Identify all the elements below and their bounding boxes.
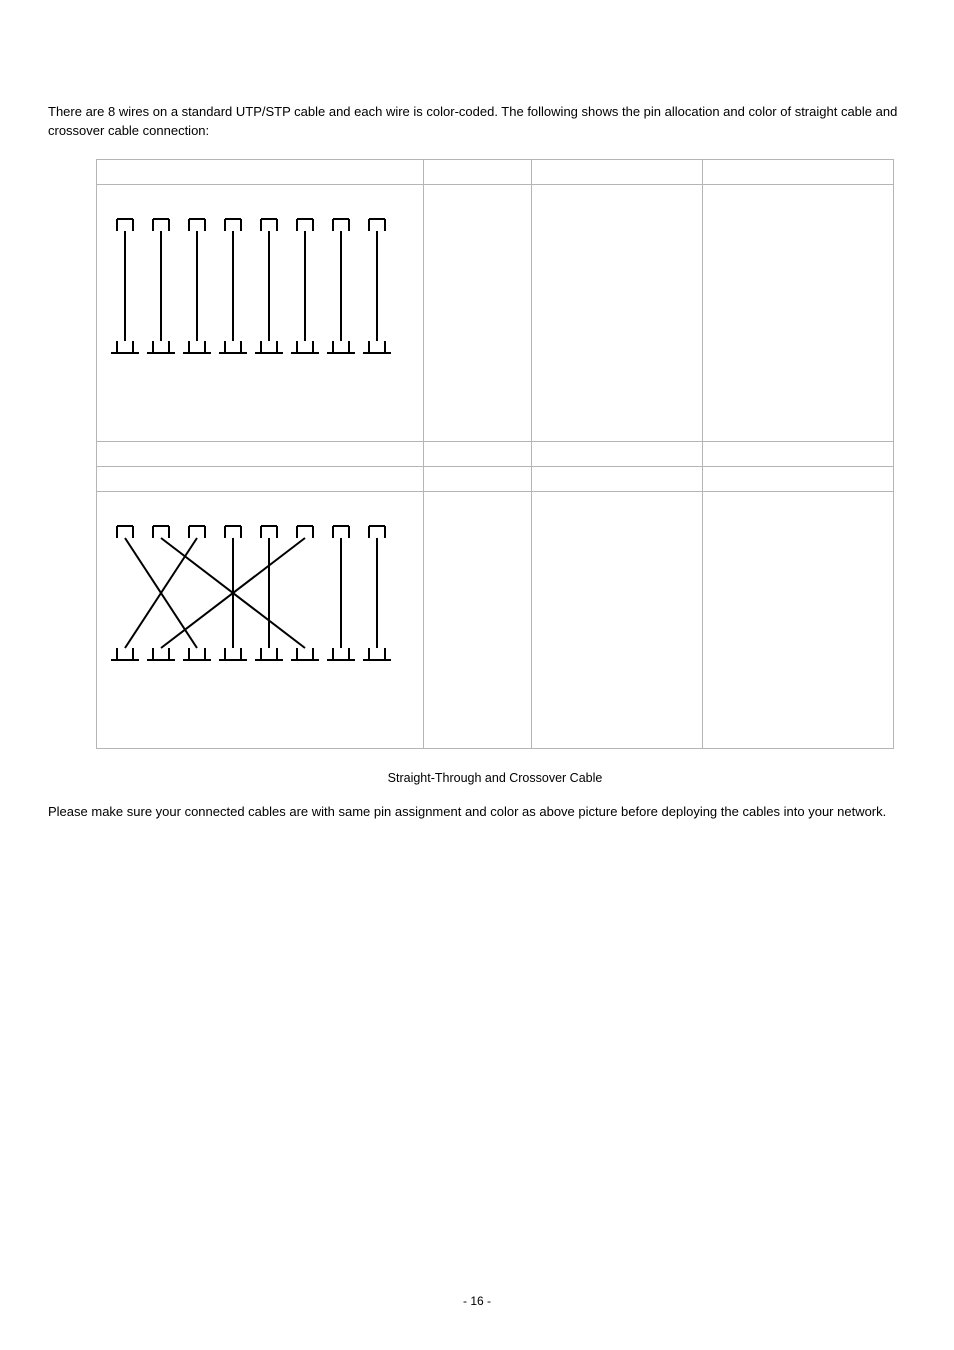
cell bbox=[702, 159, 893, 184]
intro-paragraph: There are 8 wires on a standard UTP/STP … bbox=[48, 103, 906, 141]
cell bbox=[424, 491, 532, 748]
crossover-diagram-cell bbox=[97, 491, 424, 748]
straight-header-row bbox=[97, 159, 894, 184]
cell bbox=[424, 184, 532, 441]
figure-container: Straight-Through and Crossover Cable bbox=[96, 159, 894, 785]
cell bbox=[97, 159, 424, 184]
cell bbox=[424, 466, 532, 491]
cell bbox=[532, 159, 702, 184]
cell bbox=[702, 491, 893, 748]
straight-through-diagram bbox=[105, 203, 395, 393]
cell bbox=[532, 466, 702, 491]
cell bbox=[702, 466, 893, 491]
cell bbox=[424, 159, 532, 184]
cell bbox=[702, 184, 893, 441]
page-number: - 16 - bbox=[0, 1294, 954, 1308]
crossover-diagram bbox=[105, 510, 395, 700]
cell bbox=[424, 441, 532, 466]
cell bbox=[532, 491, 702, 748]
cell bbox=[532, 184, 702, 441]
cell bbox=[97, 441, 424, 466]
cell bbox=[532, 441, 702, 466]
outro-paragraph: Please make sure your connected cables a… bbox=[48, 803, 906, 822]
wiring-table bbox=[96, 159, 894, 749]
straight-diagram-cell bbox=[97, 184, 424, 441]
cell bbox=[702, 441, 893, 466]
crossover-header-row-1 bbox=[97, 441, 894, 466]
cell bbox=[97, 466, 424, 491]
figure-caption: Straight-Through and Crossover Cable bbox=[96, 771, 894, 785]
crossover-header-row-2 bbox=[97, 466, 894, 491]
